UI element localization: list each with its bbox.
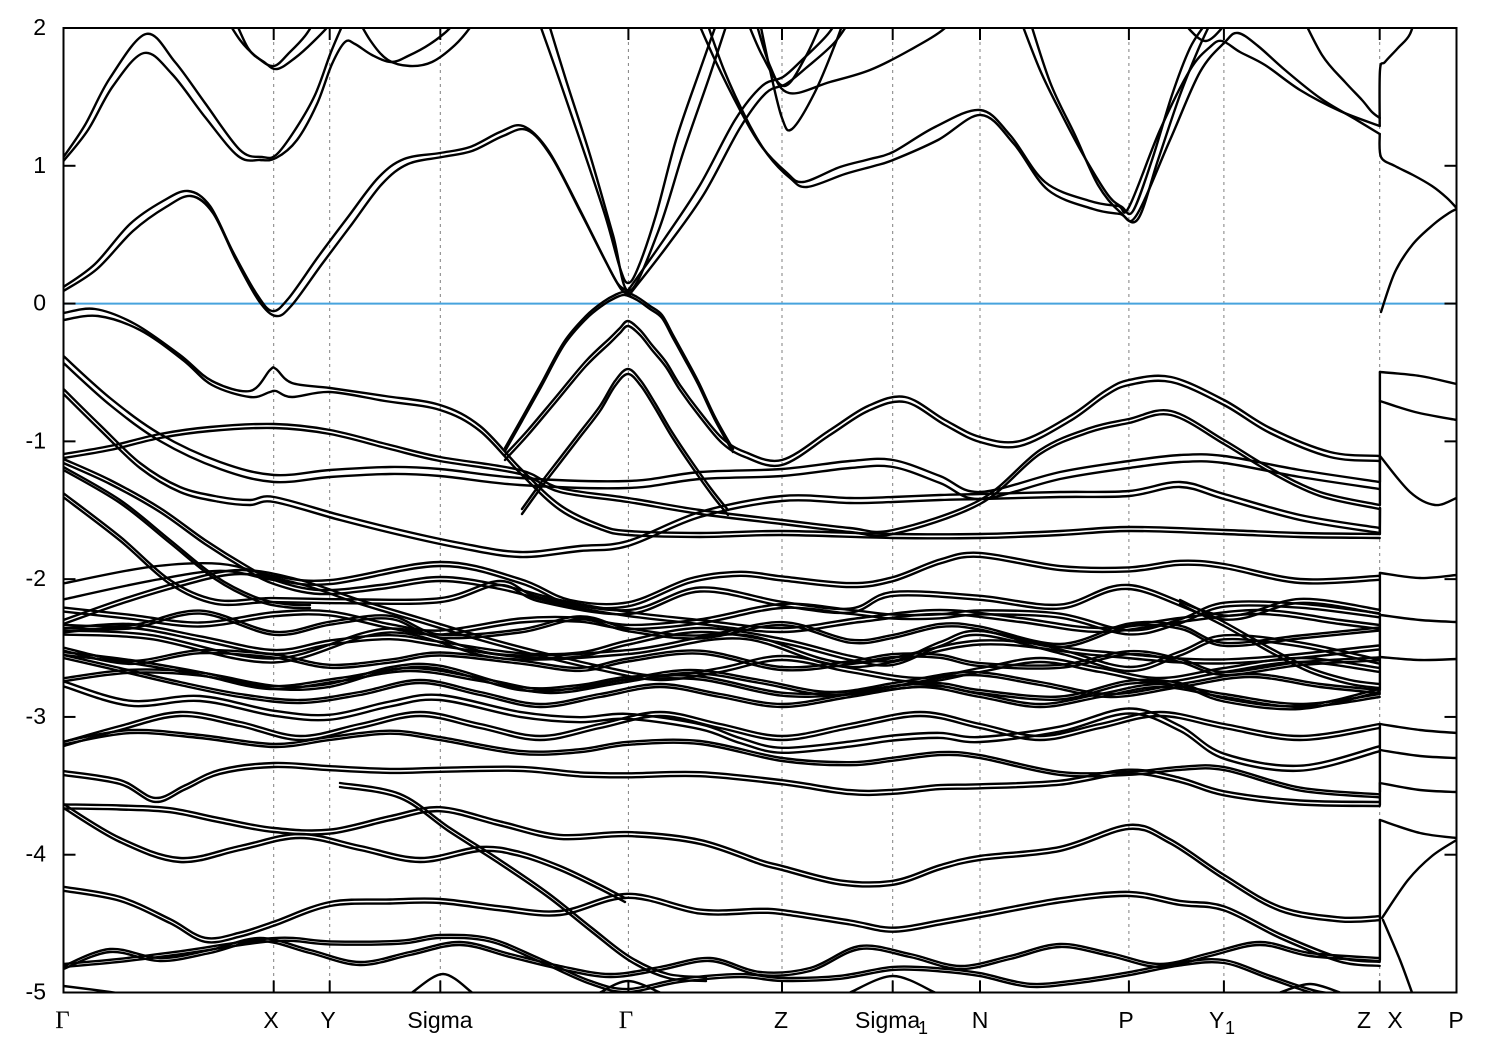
svg-text:1: 1: [1225, 1018, 1235, 1038]
svg-text:N: N: [972, 1007, 989, 1033]
svg-text:Z: Z: [1357, 1007, 1371, 1033]
svg-text:Sigma: Sigma: [407, 1007, 472, 1033]
svg-text:Sigma: Sigma: [855, 1007, 920, 1033]
svg-text:X: X: [263, 1007, 278, 1033]
svg-text:1: 1: [33, 152, 46, 178]
svg-text:-4: -4: [26, 841, 47, 867]
svg-text:-5: -5: [26, 979, 46, 1005]
svg-text:-3: -3: [26, 703, 46, 729]
svg-text:2: 2: [33, 14, 46, 40]
svg-text:P: P: [1118, 1007, 1133, 1033]
svg-text:Y: Y: [320, 1007, 335, 1033]
svg-text:1: 1: [918, 1018, 928, 1038]
svg-text:P: P: [1448, 1007, 1463, 1033]
svg-text:Γ: Γ: [619, 1007, 633, 1034]
svg-text:-2: -2: [26, 565, 46, 591]
svg-text:Z: Z: [774, 1007, 788, 1033]
svg-text:X: X: [1387, 1007, 1402, 1033]
svg-text:Γ: Γ: [55, 1007, 69, 1034]
svg-text:0: 0: [33, 290, 46, 316]
svg-text:-1: -1: [26, 427, 46, 453]
svg-text:Y: Y: [1209, 1007, 1224, 1033]
